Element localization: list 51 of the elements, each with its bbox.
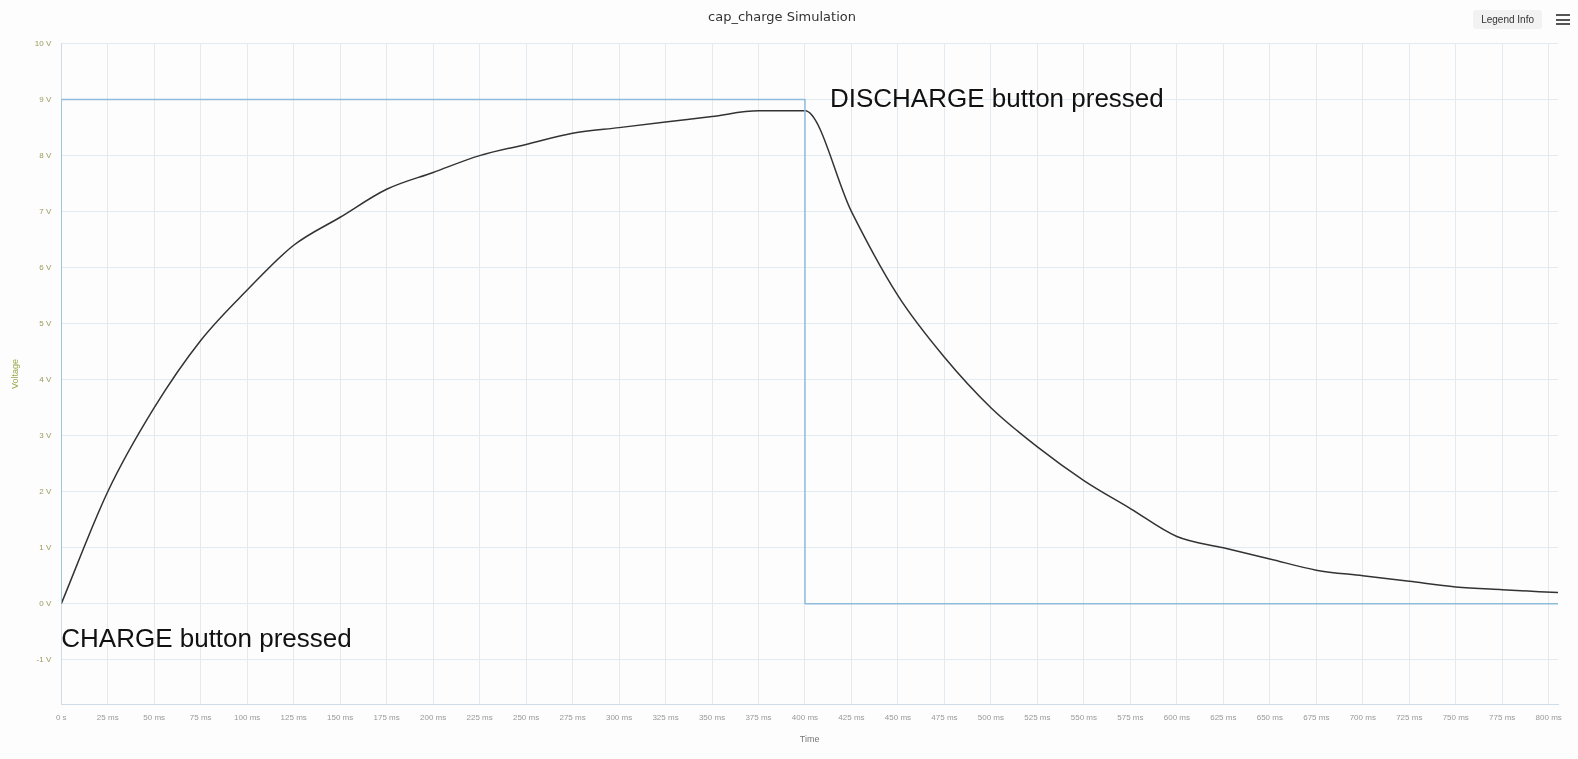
x-tick-label: 75 ms <box>189 712 212 722</box>
y-tick-label: 1 V <box>39 542 52 552</box>
x-tick-label: 250 ms <box>512 712 540 722</box>
x-tick-label: 800 ms <box>1535 712 1562 722</box>
x-tick-label: 475 ms <box>931 712 958 722</box>
x-tick-label: 375 ms <box>745 712 772 722</box>
y-tick-label: -1 V <box>36 654 52 664</box>
x-tick-label: 150 ms <box>327 712 354 722</box>
x-tick-label: 550 ms <box>1070 712 1097 722</box>
y-axis-title: Voltage <box>9 359 20 390</box>
y-tick-label: 4 V <box>39 374 52 384</box>
y-tick-label: 6 V <box>39 262 52 272</box>
y-tick-label: 2 V <box>39 486 52 496</box>
x-tick-label: 0 s <box>55 712 67 722</box>
text: Legend Info <box>1473 10 1542 29</box>
x-tick-label: 575 ms <box>1117 712 1144 722</box>
y-tick-label: 0 V <box>39 598 52 608</box>
x-tick-label: 500 ms <box>977 712 1005 722</box>
x-tick-label: 600 ms <box>1163 712 1190 722</box>
x-tick-label: 275 ms <box>559 712 586 722</box>
annotation: CHARGE button pressed <box>61 622 352 653</box>
x-tick-label: 225 ms <box>466 712 493 722</box>
x-tick-label: 50 ms <box>143 712 166 722</box>
x-tick-label: 750 ms <box>1442 712 1469 722</box>
x-tick-label: 775 ms <box>1489 712 1516 722</box>
x-tick-label: 350 ms <box>698 712 726 722</box>
x-tick-label: 700 ms <box>1349 712 1376 722</box>
x-tick-label: 525 ms <box>1024 712 1051 722</box>
x-tick-label: 300 ms <box>605 712 633 722</box>
y-tick-label: 8 V <box>39 150 52 160</box>
x-tick-label: 25 ms <box>96 712 119 722</box>
y-tick-label: 3 V <box>39 430 52 440</box>
x-tick-label: 400 ms <box>791 712 819 722</box>
annotation: DISCHARGE button pressed <box>829 82 1164 113</box>
y-tick-label: 7 V <box>39 206 52 216</box>
x-tick-label: 650 ms <box>1256 712 1283 722</box>
x-tick-label: 425 ms <box>838 712 865 722</box>
y-tick-label: 10 V <box>34 38 52 48</box>
x-tick-label: 100 ms <box>234 712 261 722</box>
chart-title: cap_charge Simulation <box>708 9 856 25</box>
x-tick-label: 450 ms <box>884 712 912 722</box>
x-axis-title: Time <box>799 734 820 745</box>
y-tick-label: 5 V <box>39 318 52 328</box>
x-tick-label: 125 ms <box>280 712 307 722</box>
y-tick-label: 9 V <box>39 94 52 104</box>
x-tick-label: 200 ms <box>420 712 447 722</box>
x-tick-label: 675 ms <box>1303 712 1330 722</box>
x-tick-label: 175 ms <box>373 712 400 722</box>
x-tick-label: 725 ms <box>1396 712 1423 722</box>
x-tick-label: 625 ms <box>1210 712 1237 722</box>
x-tick-label: 325 ms <box>652 712 679 722</box>
